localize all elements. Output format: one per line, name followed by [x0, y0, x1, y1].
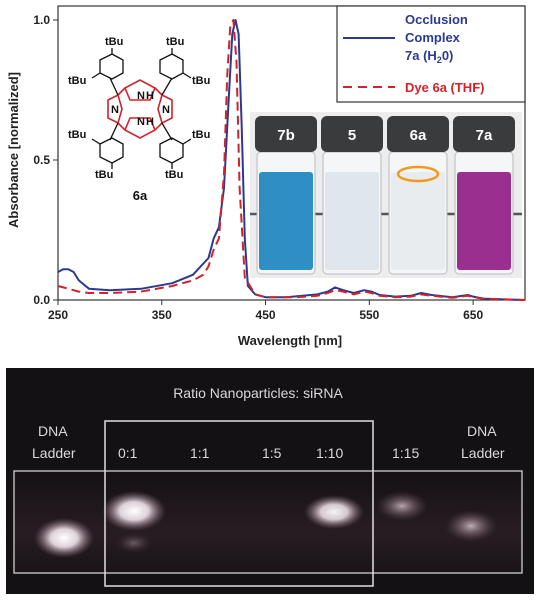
- vials-photo: 7b 5 6a 7a: [250, 112, 522, 278]
- h-atom-label: H: [146, 90, 154, 102]
- absorbance-chart: 250 350 450 550 650 0.0 0.5 1.0 Wavelength [nm…: [6, 5, 526, 348]
- h-atom-label: H: [146, 116, 154, 128]
- left-ladder-label-line1: DNA: [38, 423, 68, 439]
- tbu-label: tBu: [95, 169, 113, 181]
- n-atom-label: N: [111, 104, 119, 116]
- vial-liquid: [391, 172, 445, 270]
- x-axis-title: Wavelength [nm]: [238, 333, 342, 348]
- x-tick-label: 250: [48, 308, 68, 322]
- gel-electrophoresis-panel: Ratio Nanoparticles: siRNA DNA Ladder DN…: [6, 368, 534, 594]
- vial-label: 5: [348, 127, 356, 144]
- lane-label: 1:15: [392, 445, 419, 461]
- vial: 7b: [255, 116, 317, 275]
- tbu-label: tBu: [68, 75, 86, 87]
- x-tick-label: 650: [463, 308, 483, 322]
- vial-liquid: [259, 172, 313, 270]
- plot-frame: [57, 5, 526, 301]
- tbu-label: tBu: [105, 36, 123, 48]
- vial-cap: [255, 116, 317, 152]
- molecule-name: 6a: [133, 188, 148, 203]
- tbu-label: tBu: [192, 129, 210, 141]
- legend-label-occlusion-line1: Occlusion: [405, 12, 468, 27]
- chart-svg: 250 350 450 550 650 0.0 0.5 1.0 Wavelength [nm…: [6, 5, 526, 348]
- left-ladder-label-line2: Ladder: [32, 445, 76, 461]
- lane-label: 1:10: [316, 445, 343, 461]
- right-ladder-label-line2: Ladder: [461, 445, 505, 461]
- lane-label: 0:1: [118, 445, 138, 461]
- legend-label-occlusion-line2: Complex: [405, 30, 461, 45]
- n-atom-label: N: [137, 116, 145, 128]
- tbu-label: tBu: [192, 75, 210, 87]
- gel-highlight-frame: [104, 420, 374, 587]
- n-atom-label: N: [162, 104, 170, 116]
- legend-label-dye: Dye 6a (THF): [405, 80, 484, 95]
- y-tick-label: 1.0: [33, 13, 50, 27]
- tbu-label: tBu: [165, 169, 183, 181]
- vial-cap: [453, 116, 515, 152]
- gel-title: Ratio Nanoparticles: siRNA: [173, 385, 343, 401]
- highlight-ring: [396, 165, 440, 183]
- gel-svg: Ratio Nanoparticles: siRNA DNA Ladder DN…: [6, 368, 534, 594]
- series-group: [57, 19, 526, 301]
- vial-list: 7b 5 6a 7a: [255, 116, 515, 275]
- vial: 7a: [453, 116, 515, 275]
- x-tick-label: 350: [152, 308, 172, 322]
- vial-label: 7b: [277, 127, 295, 144]
- vial-liquid: [325, 172, 379, 270]
- x-tick-label: 450: [256, 308, 276, 322]
- vial-label: 7a: [476, 127, 493, 144]
- lane-label: 1:1: [190, 445, 210, 461]
- gel-band-0-1-faint: [116, 533, 152, 553]
- vial: 5: [321, 116, 383, 275]
- y-tick-label: 0.5: [33, 153, 50, 167]
- vial-cap: [387, 116, 449, 152]
- legend-label-occlusion-line3: 7a (H20): [405, 48, 453, 65]
- y-axis-title: Absorbance [normalized]: [6, 72, 21, 228]
- gel-band-1-15: [376, 491, 428, 521]
- aryl-groups: [91, 48, 192, 169]
- lane-label: 1:5: [262, 445, 282, 461]
- y-axis-ticks: 0.0 0.5 1.0: [33, 13, 58, 307]
- porphyrin-core: [107, 79, 173, 139]
- n-atom-label: N: [137, 90, 145, 102]
- gel-band-left-ladder: [34, 518, 94, 558]
- right-ladder-label-line1: DNA: [467, 423, 497, 439]
- x-axis-ticks: 250 350 450 550 650: [48, 300, 483, 322]
- vial-label: 6a: [410, 127, 427, 144]
- tbu-label: tBu: [68, 129, 86, 141]
- gel-band-1-10: [304, 495, 364, 529]
- gel-outer-frame: [13, 470, 523, 574]
- y-tick-label: 0.0: [33, 293, 50, 307]
- x-tick-label: 550: [359, 308, 379, 322]
- vial-liquid: [457, 172, 511, 270]
- gel-band-right-ladder: [445, 510, 497, 542]
- gel-band-0-1: [102, 491, 166, 531]
- porphyrin-structure-6a: tBu tBu tBu tBu tBu tBu tBu tBu N H N H …: [68, 36, 210, 203]
- gel-lane-area: [14, 472, 522, 572]
- vial-cap: [321, 116, 383, 152]
- legend-box: [336, 5, 526, 103]
- legend: Occlusion Complex 7a (H20) Dye 6a (THF): [336, 5, 526, 103]
- vial: 6a: [387, 116, 449, 275]
- tbu-label: tBu: [166, 36, 184, 48]
- series-line-dye-6a: [57, 19, 526, 301]
